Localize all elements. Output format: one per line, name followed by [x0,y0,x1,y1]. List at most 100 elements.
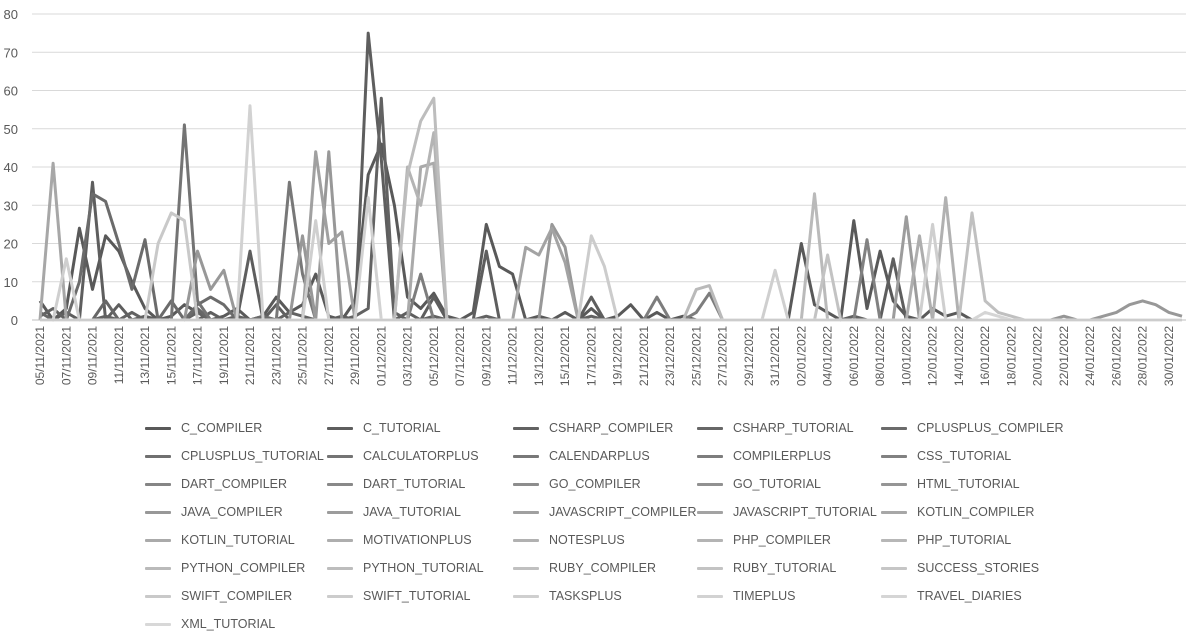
legend-item: HTML_TUTORIAL [881,474,1020,494]
legend-item: DART_COMPILER [145,474,287,494]
x-tick-label: 17/12/2021 [584,326,598,386]
legend-item: TASKSPLUS [513,586,622,606]
x-tick-label: 19/11/2021 [217,326,231,385]
x-tick-label: 31/12/2021 [768,326,782,386]
series-line [40,196,1182,322]
x-tick-label: 11/11/2021 [112,326,126,385]
y-tick-label: 10 [4,275,18,290]
legend-item: KOTLIN_TUTORIAL [145,530,295,550]
x-tick-label: 03/12/2021 [401,326,415,386]
x-tick-label: 15/11/2021 [164,326,178,385]
x-tick-label: 17/11/2021 [191,326,205,385]
legend-item: JAVASCRIPT_COMPILER [513,502,697,522]
legend-item: GO_COMPILER [513,474,641,494]
legend-swatch [145,426,171,430]
legend-item: CSHARP_COMPILER [513,418,673,438]
y-tick-label: 70 [4,45,18,60]
legend-label: PYTHON_TUTORIAL [363,561,484,575]
gridlines [32,13,1186,283]
legend-label: RUBY_COMPILER [549,561,656,575]
series-line [40,215,1182,322]
legend-label: PHP_COMPILER [733,533,831,547]
legend-label: KOTLIN_COMPILER [917,505,1035,519]
x-tick-label: 10/01/2022 [899,326,913,386]
legend-item: DART_TUTORIAL [327,474,465,494]
legend-item: JAVA_COMPILER [145,502,283,522]
legend-swatch [145,538,171,542]
x-tick-label: 25/11/2021 [296,326,310,385]
legend-swatch [697,426,723,430]
legend-label: CALENDARPLUS [549,449,650,463]
x-tick-label: 29/11/2021 [348,326,362,385]
legend-swatch [513,482,539,486]
legend-swatch [327,426,353,430]
legend-item: SWIFT_TUTORIAL [327,586,470,606]
chart-legend: C_COMPILER C_TUTORIAL CSHARP_COMPILER CSHAR… [145,418,1185,632]
x-tick-label: 02/01/2022 [794,326,808,386]
x-tick-label: 21/11/2021 [243,326,257,385]
legend-label: GO_COMPILER [549,477,641,491]
legend-label: CPLUSPLUS_COMPILER [917,421,1064,435]
series-line [40,219,1182,322]
x-tick-label: 05/12/2021 [427,326,441,386]
series-line [40,211,1182,322]
legend-swatch [513,538,539,542]
x-tick-label: 01/12/2021 [374,326,388,386]
x-tick-label: 24/01/2022 [1083,326,1097,386]
legend-swatch [697,454,723,458]
x-tick-label: 07/12/2021 [453,326,467,386]
legend-item: KOTLIN_COMPILER [881,502,1034,522]
legend-item: C_COMPILER [145,418,262,438]
legend-swatch [881,426,907,430]
legend-swatch [881,454,907,458]
legend-swatch [513,510,539,514]
x-tick-label: 22/01/2022 [1057,326,1071,386]
series-line [40,234,1182,322]
legend-label: TASKSPLUS [549,589,622,603]
x-tick-label: 16/01/2022 [978,326,992,386]
legend-item: JAVASCRIPT_TUTORIAL [697,502,877,522]
series-lines [38,31,1183,322]
y-tick-label: 20 [4,237,18,252]
legend-swatch [327,454,353,458]
legend-item: CALCULATORPLUS [327,446,479,466]
legend-swatch [513,454,539,458]
x-tick-label: 28/01/2022 [1136,326,1150,386]
legend-swatch [327,594,353,598]
legend-item: SUCCESS_STORIES [881,558,1039,578]
x-tick-label: 20/01/2022 [1031,326,1045,386]
legend-swatch [881,510,907,514]
legend-swatch [327,566,353,570]
y-tick-label: 30 [4,198,18,213]
legend-label: XML_TUTORIAL [181,617,276,631]
series-line [40,226,1182,322]
legend-swatch [145,454,171,458]
legend-item: PHP_COMPILER [697,530,831,550]
x-tick-label: 23/11/2021 [269,326,283,385]
legend-swatch [145,510,171,514]
legend-swatch [145,622,171,626]
legend-label: DART_COMPILER [181,477,288,491]
legend-item: XML_TUTORIAL [145,614,275,634]
legend-label: DART_TUTORIAL [363,477,466,491]
y-tick-label: 80 [4,7,18,22]
y-tick-label: 50 [4,122,18,137]
legend-item: COMPILERPLUS [697,446,831,466]
x-tick-label: 05/11/2021 [33,326,47,385]
legend-item: PYTHON_TUTORIAL [327,558,484,578]
series-line [40,238,1182,322]
line-chart: 0 10 20 30 40 50 60 70 80 05/11/2021 07/11/2021 09… [4,7,1186,386]
x-tick-label: 13/11/2021 [138,326,152,385]
legend-swatch [697,566,723,570]
x-tick-label: 25/12/2021 [689,326,703,386]
series-line [40,192,1182,322]
legend-label: JAVASCRIPT_TUTORIAL [733,505,877,519]
legend-item: RUBY_COMPILER [513,558,656,578]
x-tick-label: 09/11/2021 [86,326,100,385]
legend-item: JAVA_TUTORIAL [327,502,461,522]
legend-item: RUBY_TUTORIAL [697,558,836,578]
x-tick-label: 14/01/2022 [952,326,966,386]
legend-swatch [145,482,171,486]
x-tick-label: 07/11/2021 [59,326,73,385]
legend-label: C_TUTORIAL [363,421,441,435]
